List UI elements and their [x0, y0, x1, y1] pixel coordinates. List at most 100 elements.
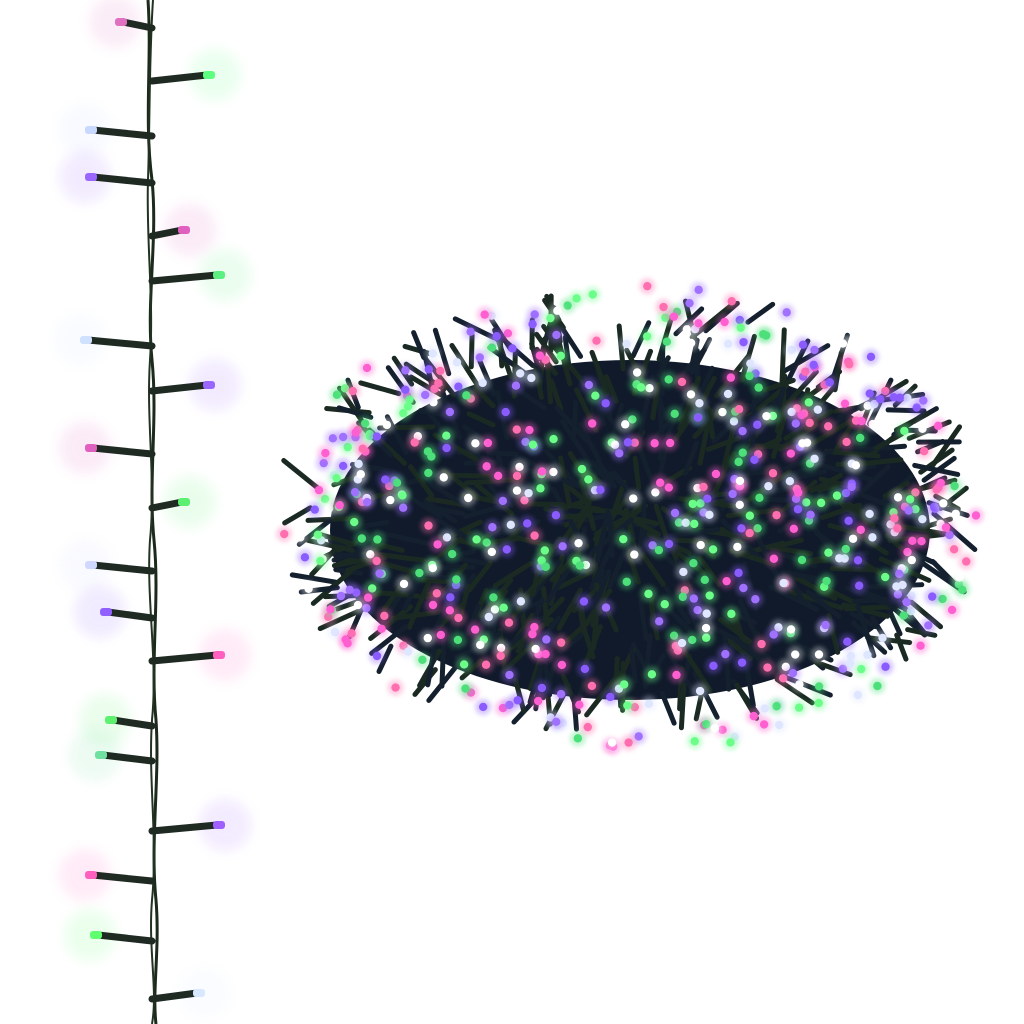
led — [654, 617, 664, 626]
led — [427, 452, 436, 461]
led — [690, 737, 699, 746]
led — [936, 478, 945, 488]
led — [806, 510, 815, 519]
led — [584, 380, 594, 390]
cluster-stem — [571, 399, 579, 438]
cluster-stem — [428, 481, 477, 514]
led — [895, 393, 904, 402]
led — [701, 623, 711, 633]
led — [592, 336, 601, 345]
led — [798, 340, 808, 349]
led — [512, 471, 522, 481]
cluster-stem — [486, 450, 519, 457]
led — [515, 369, 525, 378]
led — [316, 556, 325, 566]
led — [622, 339, 631, 349]
led — [338, 432, 348, 442]
led — [795, 680, 804, 689]
led — [535, 351, 545, 360]
led — [789, 524, 799, 533]
led — [654, 545, 664, 555]
led — [461, 684, 470, 693]
led — [362, 363, 372, 373]
led — [424, 365, 434, 374]
led — [634, 732, 643, 741]
led — [629, 494, 638, 503]
led — [939, 499, 948, 508]
led — [865, 509, 874, 519]
cluster-stem — [636, 397, 650, 443]
led — [677, 377, 687, 387]
cluster-stem — [786, 569, 805, 604]
led — [723, 339, 733, 348]
led — [647, 670, 657, 679]
cluster-stem — [591, 614, 599, 651]
led — [759, 720, 769, 729]
led — [541, 562, 550, 571]
led — [470, 625, 480, 634]
cluster-stem — [663, 585, 692, 625]
led — [553, 306, 562, 315]
led — [445, 407, 455, 417]
led — [572, 294, 581, 303]
cluster-stem — [809, 472, 844, 494]
led — [824, 548, 833, 557]
cluster-stem — [697, 408, 714, 466]
led — [558, 542, 567, 551]
led — [804, 398, 814, 407]
led — [735, 500, 744, 510]
led — [487, 343, 497, 352]
led — [816, 498, 826, 508]
bulb-stem — [148, 381, 211, 395]
led — [530, 531, 539, 540]
cluster-stem — [721, 419, 738, 470]
led — [619, 680, 629, 689]
cluster-stem — [468, 332, 475, 370]
led — [924, 621, 933, 630]
led — [688, 499, 697, 509]
bulb — [95, 751, 107, 759]
led — [797, 555, 807, 565]
led — [487, 547, 497, 557]
led — [844, 516, 853, 525]
led — [686, 338, 696, 348]
led — [356, 470, 365, 479]
led — [832, 491, 842, 500]
led — [669, 312, 679, 321]
led — [900, 426, 909, 436]
led — [802, 438, 812, 447]
led — [933, 421, 943, 431]
led — [841, 544, 850, 554]
led — [664, 375, 673, 384]
led — [644, 589, 653, 599]
led — [459, 660, 469, 669]
led — [481, 660, 491, 669]
led — [502, 545, 512, 554]
led — [380, 611, 389, 621]
cluster-stem — [406, 578, 433, 630]
led — [436, 630, 446, 640]
led — [523, 519, 532, 528]
led — [489, 593, 498, 602]
led — [330, 627, 340, 637]
led — [705, 510, 714, 520]
led — [527, 373, 536, 383]
led — [619, 534, 628, 544]
led — [762, 411, 771, 421]
bulb-stem — [84, 336, 156, 350]
led — [580, 664, 590, 674]
cluster-stem — [653, 503, 670, 542]
led — [822, 576, 831, 586]
bulb — [213, 271, 225, 279]
led — [335, 500, 344, 510]
led — [525, 425, 534, 435]
bulb-stem — [148, 271, 221, 285]
cluster-stem — [921, 455, 957, 483]
bulb — [203, 381, 215, 389]
led — [664, 539, 674, 549]
led — [726, 738, 735, 747]
led — [722, 576, 731, 586]
cluster-stem — [634, 439, 658, 492]
led — [854, 581, 864, 590]
string-bulbs — [54, 0, 251, 1019]
